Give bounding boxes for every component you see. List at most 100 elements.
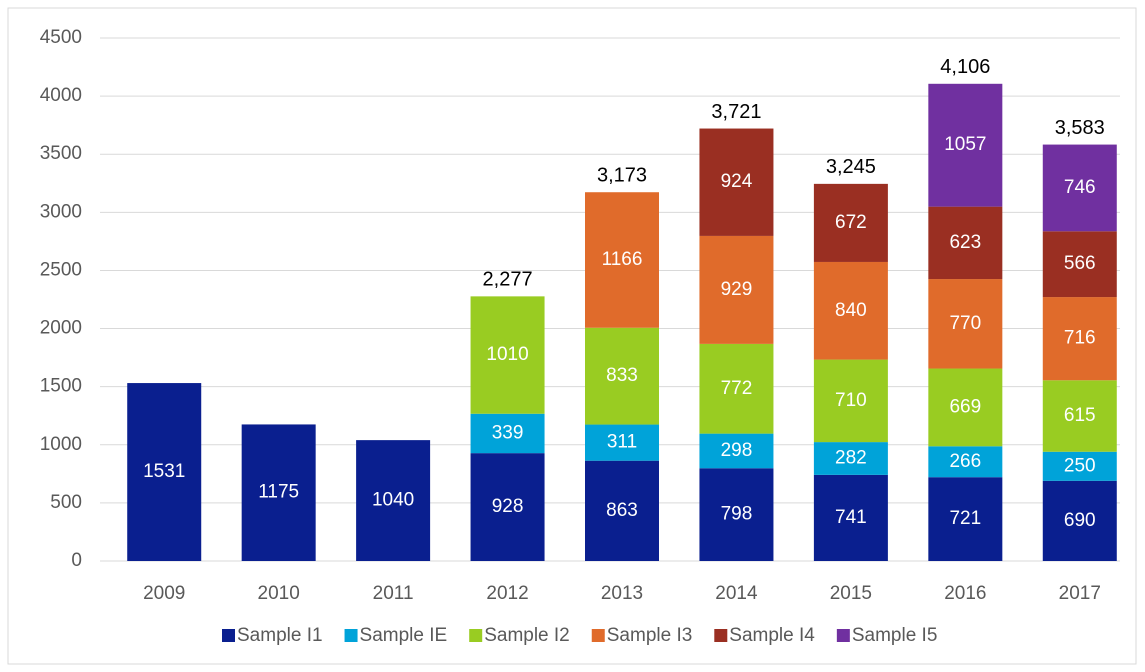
bar-segment [1042, 451, 1117, 481]
legend-swatch [836, 629, 850, 642]
x-tick-label: 2011 [373, 583, 414, 604]
bar-segment [585, 327, 659, 425]
x-tick-label: 2012 [486, 583, 528, 604]
bar-segment [813, 183, 888, 262]
y-tick-label: 4000 [40, 85, 82, 106]
y-tick-label: 0 [71, 550, 82, 571]
data-label: 250 [1064, 455, 1096, 476]
x-tick-label: 2013 [601, 583, 643, 604]
bar-segment [585, 460, 659, 561]
bar-segment [928, 279, 1003, 369]
data-label: 311 [607, 432, 637, 453]
data-label: 1057 [944, 134, 986, 155]
data-label: 924 [721, 171, 753, 192]
data-label: 266 [949, 451, 981, 472]
data-label: 672 [835, 212, 867, 233]
total-label: 4,106 [940, 56, 990, 78]
data-label: 615 [1064, 405, 1096, 426]
data-label: 282 [835, 448, 867, 469]
legend-label: Sample I4 [729, 625, 815, 646]
bar-segment [699, 343, 774, 434]
data-label: 929 [721, 279, 753, 300]
legend-label: Sample I2 [484, 625, 570, 646]
data-label: 298 [721, 440, 753, 461]
total-label: 3,583 [1055, 117, 1105, 139]
data-label: 669 [949, 396, 981, 417]
bar-segment [928, 446, 1003, 478]
legend-swatch [591, 629, 605, 642]
total-label: 2,277 [483, 269, 533, 291]
data-label: 1531 [143, 461, 185, 482]
bar-segment [470, 296, 545, 414]
data-label: 710 [835, 390, 867, 411]
bar-segment [241, 424, 316, 561]
legend-swatch [714, 629, 728, 642]
legend-label: Sample I5 [852, 625, 938, 646]
bar-segment [1042, 297, 1117, 381]
bar-segment [1042, 380, 1117, 452]
data-label: 339 [492, 422, 524, 443]
data-label: 928 [492, 496, 524, 517]
bar-segment [699, 128, 774, 236]
y-tick-label: 2500 [40, 259, 82, 280]
data-label: 840 [835, 300, 867, 321]
bar-segment [585, 424, 659, 461]
bar-segment [699, 235, 774, 344]
bar-segment [127, 383, 202, 561]
y-tick-label: 2000 [40, 318, 82, 339]
legend-label: Sample I1 [237, 625, 323, 646]
x-tick-label: 2017 [1059, 583, 1101, 604]
bar-segment [813, 359, 888, 443]
legend-swatch [469, 629, 483, 642]
legend-label: Sample IE [360, 625, 448, 646]
x-tick-label: 2010 [258, 583, 300, 604]
x-tick-label: 2014 [715, 583, 758, 604]
data-label: 623 [949, 232, 981, 253]
data-label: 721 [949, 508, 981, 529]
bar-segment [928, 477, 1003, 561]
data-label: 770 [949, 313, 981, 334]
y-tick-label: 500 [50, 492, 82, 513]
data-label: 1175 [258, 482, 299, 503]
data-label: 798 [721, 504, 753, 525]
data-label: 741 [835, 507, 867, 528]
bar-segment [928, 206, 1003, 280]
legend-swatch [344, 629, 358, 642]
data-label: 746 [1064, 177, 1096, 198]
total-label: 3,245 [826, 156, 876, 178]
legend-swatch [222, 629, 235, 642]
y-tick-label: 3000 [40, 201, 82, 222]
bar-segment [813, 442, 888, 475]
bar-segment [585, 192, 659, 328]
bar-segment [699, 468, 774, 561]
bar-segment [928, 83, 1003, 207]
bar-segment [1042, 144, 1117, 232]
bar-segment [1042, 480, 1117, 561]
y-tick-label: 4500 [40, 27, 82, 48]
bar-segment [813, 474, 888, 561]
total-label: 3,173 [597, 165, 647, 187]
y-tick-label: 1000 [40, 434, 82, 455]
data-label: 690 [1064, 510, 1096, 531]
bar-segment [699, 433, 774, 469]
y-tick-label: 1500 [40, 376, 82, 397]
bar-segment [470, 453, 545, 561]
bar-segment [928, 368, 1003, 447]
x-tick-label: 2016 [944, 583, 986, 604]
data-label: 1040 [372, 490, 414, 511]
data-label: 833 [606, 365, 638, 386]
data-label: 772 [721, 378, 753, 399]
y-tick-label: 3500 [40, 143, 82, 164]
total-label: 3,721 [711, 101, 761, 123]
data-label: 716 [1064, 328, 1096, 349]
x-tick-label: 2009 [143, 583, 185, 604]
data-label: 1166 [602, 249, 643, 270]
data-label: 566 [1064, 253, 1096, 274]
bar-segment [813, 261, 888, 360]
x-tick-label: 2015 [830, 583, 872, 604]
data-label: 863 [606, 500, 638, 521]
data-label: 1010 [486, 344, 528, 365]
legend-label: Sample I3 [607, 625, 693, 646]
